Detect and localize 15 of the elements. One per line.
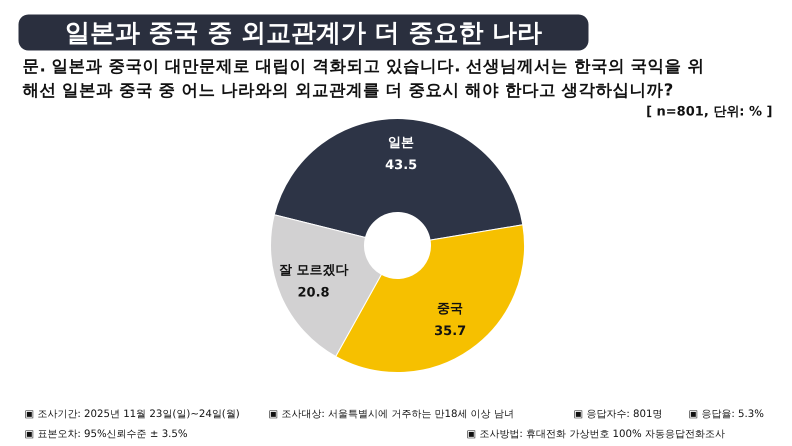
text: ▣ 조사방법: 휴대전화 가상번호 100% 자동응답전화조사 (466, 429, 725, 440)
text: ▣ 응답자수: 801명 (574, 409, 662, 420)
text: ▣ 조사기간: 2025년 11월 23일(일)~24일(월) (24, 409, 240, 420)
data-label: 20.8 (298, 286, 330, 301)
slice-label: 중국 (437, 302, 464, 317)
text: [ n=801, 단위: % ] (646, 104, 773, 120)
text: ▣ 응답율: 5.3% (688, 409, 764, 420)
slice-label: 일본 (388, 135, 414, 150)
data-label: 35.7 (434, 324, 466, 340)
text: ▣ 표본오차: 95%신뢰수준 ± 3.5% (24, 429, 188, 440)
chart-title: 일본과 중국 중 외교관계가 더 중요한 나라 (64, 18, 542, 47)
chart-subtitle: 문. 일본과 중국이 대만문제로 대립이 격화되고 있습니다. 선생님께서는 한국의 국익을 위 해선 일본과 중국 중 어느 나라와의 외교관계를 더 중요시 해야 한다고 생각하십니까? (22, 56, 704, 100)
text: ▣ 조사대상: 서울특별시에 거주하는 만18세 이상 남녀 (268, 409, 514, 420)
data-label: 43.5 (385, 158, 418, 173)
slice-label: 잘 모르겠다 (278, 263, 348, 278)
